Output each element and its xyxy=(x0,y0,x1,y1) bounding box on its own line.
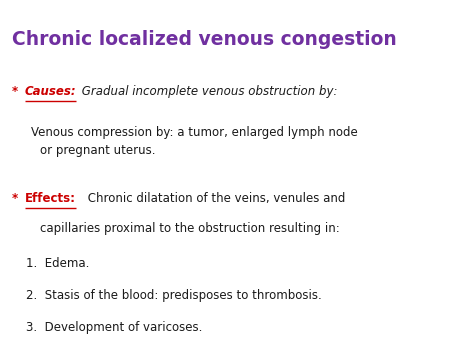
Text: Chronic dilatation of the veins, venules and: Chronic dilatation of the veins, venules… xyxy=(84,192,346,205)
Text: *: * xyxy=(12,85,22,98)
Text: Chronic localized venous congestion: Chronic localized venous congestion xyxy=(12,30,397,49)
Text: 1.  Edema.: 1. Edema. xyxy=(26,257,90,271)
Text: Venous compression by: a tumor, enlarged lymph node: Venous compression by: a tumor, enlarged… xyxy=(31,126,357,139)
Text: 3.  Development of varicoses.: 3. Development of varicoses. xyxy=(26,321,202,334)
Text: Gradual incomplete venous obstruction by:: Gradual incomplete venous obstruction by… xyxy=(78,85,337,98)
Text: Causes:: Causes: xyxy=(25,85,76,98)
Text: or pregnant uterus.: or pregnant uterus. xyxy=(40,144,156,157)
Text: Effects:: Effects: xyxy=(25,192,76,205)
Text: capillaries proximal to the obstruction resulting in:: capillaries proximal to the obstruction … xyxy=(40,222,340,235)
Text: *: * xyxy=(12,192,22,205)
Text: 2.  Stasis of the blood: predisposes to thrombosis.: 2. Stasis of the blood: predisposes to t… xyxy=(26,289,322,302)
